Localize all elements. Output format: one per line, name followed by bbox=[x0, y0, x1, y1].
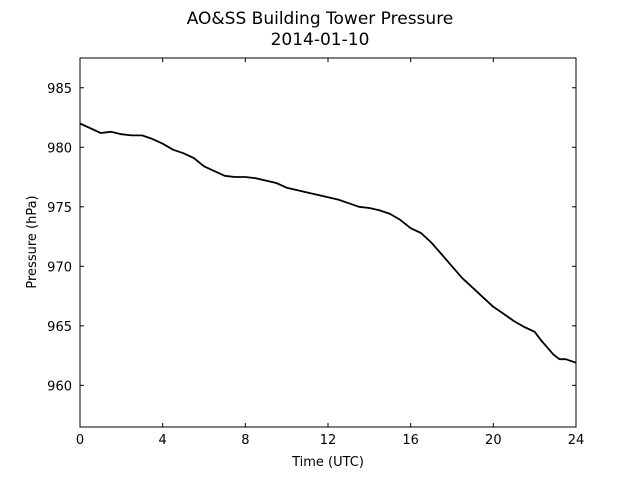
y-tick-label: 980 bbox=[47, 141, 72, 156]
plot-area-frame bbox=[79, 57, 577, 428]
y-tick-label: 985 bbox=[47, 82, 72, 97]
x-tick-label: 0 bbox=[76, 433, 84, 448]
chart-subtitle: 2014-01-10 bbox=[271, 30, 370, 50]
x-tick-label: 16 bbox=[402, 433, 419, 448]
chart-title: AO&SS Building Tower Pressure bbox=[187, 9, 454, 29]
x-tick-label: 20 bbox=[485, 433, 502, 448]
y-tick-label: 970 bbox=[47, 260, 72, 275]
y-tick-label: 975 bbox=[47, 201, 72, 216]
x-axis-label: Time (UTC) bbox=[291, 455, 364, 470]
x-tick-label: 12 bbox=[320, 433, 337, 448]
y-axis-label: Pressure (hPa) bbox=[25, 195, 40, 288]
y-axis-ticks: 960 965 970 975 980 985 bbox=[47, 82, 576, 394]
x-tick-label: 24 bbox=[568, 433, 585, 448]
y-tick-label: 960 bbox=[47, 379, 72, 394]
y-tick-label: 965 bbox=[47, 320, 72, 335]
x-axis-ticks: 0 4 8 12 16 20 24 bbox=[76, 58, 584, 448]
pressure-series-line bbox=[79, 122, 577, 364]
x-tick-label: 8 bbox=[241, 433, 249, 448]
x-tick-label: 4 bbox=[159, 433, 167, 448]
